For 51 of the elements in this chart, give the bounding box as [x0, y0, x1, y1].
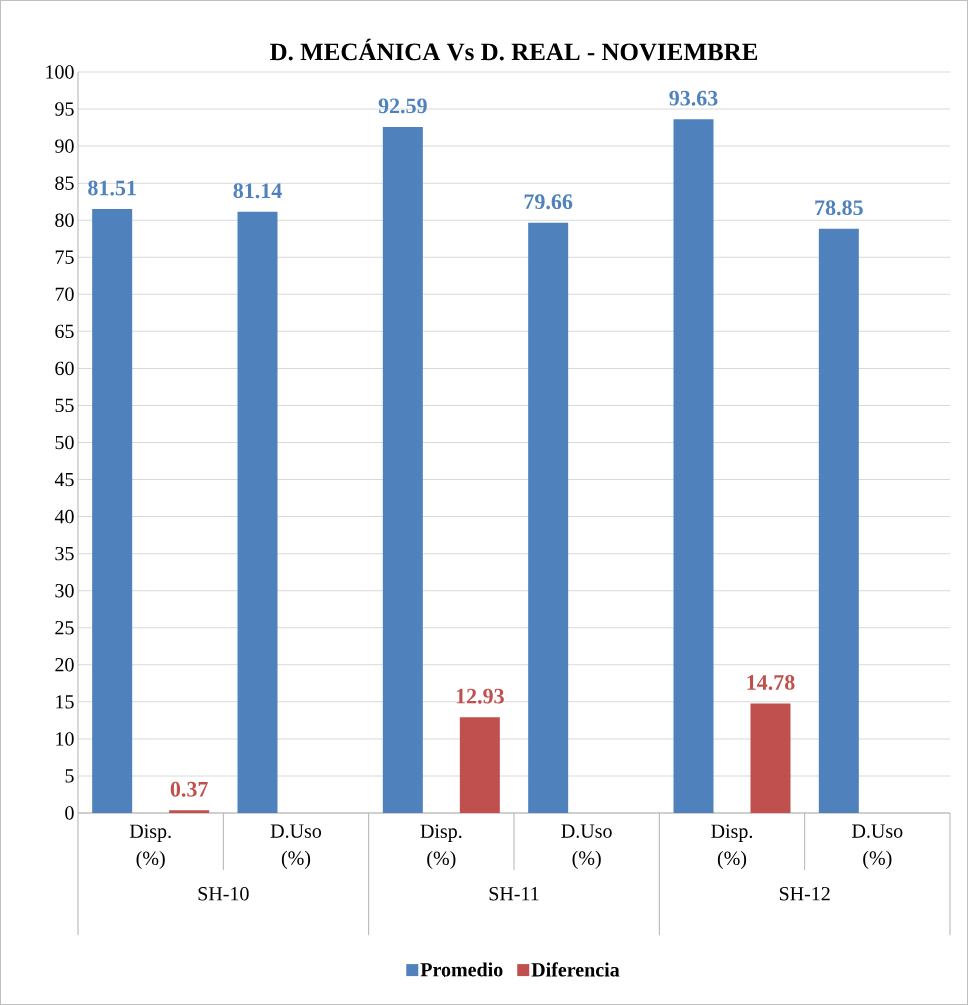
y-tick-label: 95: [55, 102, 74, 116]
y-tick-label: 55: [55, 398, 74, 413]
data-label: 81.51: [88, 180, 136, 196]
legend-label: Promedio: [420, 962, 503, 977]
y-tick-label: 100: [46, 65, 74, 79]
bar: [382, 126, 423, 813]
y-tick-label: 35: [55, 546, 74, 561]
y-tick-label: 85: [55, 176, 74, 190]
y-tick-label: 80: [55, 213, 74, 227]
data-label: 92.59: [378, 98, 427, 114]
bar: [673, 119, 714, 813]
y-tick-label: 0: [65, 806, 74, 820]
data-label: 79.66: [524, 194, 573, 210]
data-label: 81.14: [233, 183, 282, 199]
bar: [750, 703, 791, 813]
text: SH-10: [198, 887, 249, 901]
bar: [528, 222, 569, 813]
x-tick-label: Disp. (%): [420, 824, 462, 870]
y-tick-label: 10: [56, 732, 74, 746]
y-tick-label: 20: [55, 658, 74, 672]
data-label: 14.78: [747, 675, 795, 690]
y-tick-label: 45: [54, 472, 74, 487]
x-tick-label: D.Uso (%): [561, 824, 612, 869]
data-label: 12.93: [456, 688, 504, 704]
bar: [92, 209, 133, 813]
legend-label: Diferencia: [531, 962, 620, 977]
x-tick-label: D.Uso (%): [852, 824, 903, 869]
text: SH-12: [779, 887, 830, 901]
y-tick-label: 30: [55, 583, 74, 598]
y-tick-label: 60: [55, 361, 74, 376]
x-tick-label: Disp. (%): [711, 824, 753, 870]
y-tick-label: 90: [55, 139, 74, 153]
x-tick-label: Disp. (%): [129, 824, 171, 870]
data-label: 0.37: [170, 781, 208, 797]
y-tick-label: 5: [65, 769, 74, 783]
data-label: 93.63: [669, 90, 718, 106]
x-tick-label: D.Uso (%): [270, 824, 322, 869]
y-tick-label: 50: [55, 435, 74, 450]
y-tick-label: 70: [55, 287, 74, 302]
text: SH-11: [489, 887, 539, 901]
y-tick-label: 25: [55, 621, 74, 635]
y-tick-label: 75: [55, 250, 74, 264]
bar: [237, 211, 278, 813]
bar: [459, 717, 500, 813]
y-tick-label: 15: [56, 695, 74, 709]
chart-title: D. MECÁNICA Vs D. REAL - NOVIEMBRE: [269, 38, 758, 61]
data-label: 78.85: [815, 200, 863, 216]
bar: [169, 810, 210, 813]
y-tick-label: 40: [54, 509, 74, 524]
bar: [818, 228, 859, 813]
y-tick-label: 65: [55, 324, 74, 339]
